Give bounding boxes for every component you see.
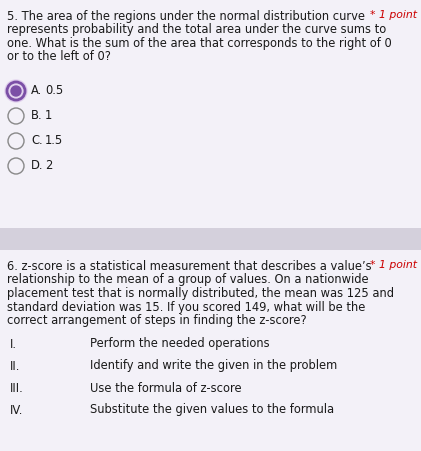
Text: represents probability and the total area under the curve sums to: represents probability and the total are…	[7, 23, 386, 37]
Bar	[0, 0, 421, 228]
Text: Perform the needed operations: Perform the needed operations	[90, 337, 269, 350]
Text: * 1 point: * 1 point	[370, 260, 417, 270]
Text: placement test that is normally distributed, the mean was 125 and: placement test that is normally distribu…	[7, 287, 394, 300]
Circle shape	[11, 86, 21, 96]
Bar	[0, 228, 421, 250]
Text: II.: II.	[10, 359, 20, 373]
Text: * 1 point: * 1 point	[370, 10, 417, 20]
Text: 0.5: 0.5	[45, 84, 63, 97]
Text: one. What is the sum of the area that corresponds to the right of 0: one. What is the sum of the area that co…	[7, 37, 392, 50]
Text: or to the left of 0?: or to the left of 0?	[7, 51, 111, 64]
Text: IV.: IV.	[10, 404, 24, 417]
Text: 5. The area of the regions under the normal distribution curve: 5. The area of the regions under the nor…	[7, 10, 365, 23]
Text: III.: III.	[10, 382, 24, 395]
Text: C.: C.	[31, 134, 43, 147]
Text: A.: A.	[31, 84, 42, 97]
Text: 6. z-score is a statistical measurement that describes a value’s: 6. z-score is a statistical measurement …	[7, 260, 372, 273]
Text: 1: 1	[45, 109, 52, 122]
Circle shape	[5, 80, 27, 102]
Text: Use the formula of z-score: Use the formula of z-score	[90, 382, 242, 395]
Text: Identify and write the given in the problem: Identify and write the given in the prob…	[90, 359, 337, 373]
Text: D.: D.	[31, 159, 43, 172]
Text: relationship to the mean of a group of values. On a nationwide: relationship to the mean of a group of v…	[7, 273, 369, 286]
Text: 2: 2	[45, 159, 52, 172]
Text: correct arrangement of steps in finding the z-score?: correct arrangement of steps in finding …	[7, 314, 306, 327]
Text: standard deviation was 15. If you scored 149, what will be the: standard deviation was 15. If you scored…	[7, 300, 365, 313]
Text: B.: B.	[31, 109, 43, 122]
Text: Substitute the given values to the formula: Substitute the given values to the formu…	[90, 404, 334, 417]
Bar	[0, 250, 421, 451]
Text: 1.5: 1.5	[45, 134, 63, 147]
Text: I.: I.	[10, 337, 17, 350]
